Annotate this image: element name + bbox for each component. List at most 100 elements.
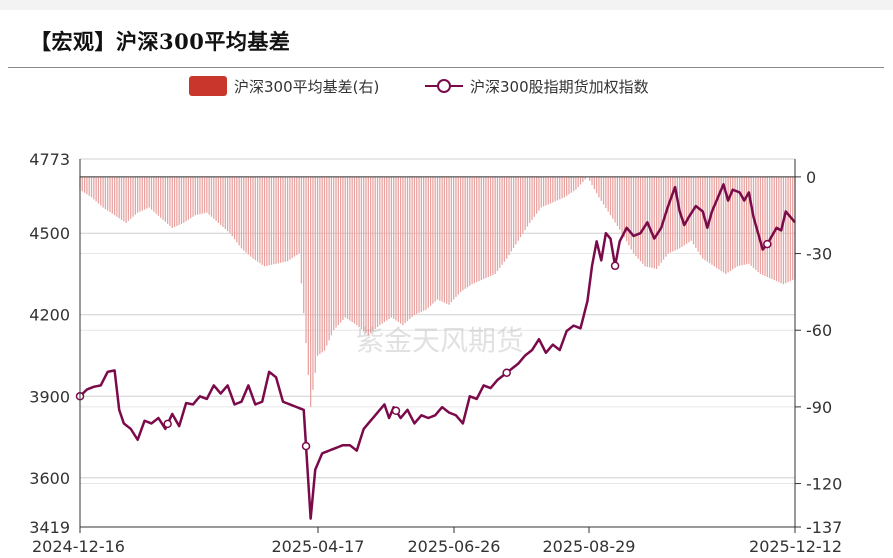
basis-bar-306 — [785, 176, 787, 284]
basis-bar-10 — [102, 176, 104, 208]
basis-bar-308 — [789, 176, 792, 282]
basis-bar-15 — [113, 176, 116, 216]
basis-bar-236 — [623, 176, 625, 238]
basis-bar-150 — [425, 176, 427, 310]
basis-bar-94 — [296, 176, 298, 256]
basis-bar-114 — [342, 176, 344, 320]
basis-bar-130 — [379, 176, 381, 326]
basis-bar-12 — [107, 176, 109, 211]
basis-bar-43 — [178, 176, 180, 225]
basis-bar-211 — [566, 176, 568, 196]
basis-bar-290 — [748, 176, 750, 264]
basis-bar-172 — [476, 176, 478, 283]
basis-bar-38 — [167, 176, 169, 224]
basis-bar-30 — [148, 176, 150, 208]
basis-bar-275 — [713, 176, 715, 267]
basis-bar-165 — [459, 176, 462, 292]
x-tick-label-2: 2025-06-26 — [408, 537, 501, 556]
basis-bar-31 — [150, 176, 153, 210]
basis-bar-53 — [201, 176, 203, 214]
basis-bar-257 — [672, 176, 674, 252]
basis-bar-147 — [418, 176, 420, 313]
basis-bar-225 — [598, 176, 600, 198]
basis-bar-45 — [183, 176, 185, 223]
basis-bar-69 — [238, 176, 240, 246]
basis-bar-251 — [658, 176, 660, 266]
basis-bar-107 — [326, 176, 328, 346]
basis-bar-283 — [732, 176, 734, 270]
basis-bar-155 — [436, 176, 439, 300]
basis-bar-63 — [224, 176, 226, 230]
basis-bar-184 — [503, 176, 506, 262]
basis-bar-298 — [766, 176, 768, 278]
basis-bar-287 — [741, 176, 743, 266]
basis-bar-245 — [644, 176, 646, 267]
basis-bar-305 — [782, 176, 785, 285]
basis-bar-135 — [390, 176, 393, 318]
basis-bar-90 — [286, 176, 289, 262]
left-tick-label-3: 4200 — [29, 306, 70, 325]
axes: 3419 3600 3900 4200 4500 4773 0 -30 -60 -90 -120 -1… — [29, 150, 842, 556]
basis-bar-57 — [210, 176, 213, 217]
basis-bar-35 — [160, 176, 162, 218]
basis-bar-307 — [787, 176, 789, 283]
basis-bar-152 — [429, 176, 432, 306]
left-tick-label-1: 3600 — [29, 469, 70, 488]
basis-bar-116 — [346, 176, 349, 319]
basis-bar-81 — [266, 176, 268, 266]
basis-bar-103 — [316, 176, 319, 356]
basis-bar-105 — [321, 176, 323, 353]
basis-bar-140 — [402, 176, 404, 326]
basis-bar-235 — [621, 176, 623, 234]
basis-bar-249 — [653, 176, 655, 269]
right-tick-label-4: -120 — [806, 475, 842, 494]
basis-bar-97 — [303, 176, 305, 314]
basis-bar-76 — [254, 176, 256, 261]
basis-bar-83 — [270, 176, 273, 265]
basis-bar-127 — [372, 176, 374, 332]
basis-bar-180 — [494, 176, 496, 274]
basis-bar-295 — [759, 176, 762, 274]
basis-bar-222 — [591, 176, 593, 186]
basis-bar-98 — [305, 176, 307, 343]
basis-bar-160 — [448, 176, 450, 305]
index-marker-98 — [301, 441, 311, 451]
basis-bar-62 — [222, 176, 224, 227]
basis-bar-61 — [220, 176, 222, 225]
basis-bar-77 — [256, 176, 259, 262]
basis-bar-285 — [736, 176, 738, 267]
basis-bar-208 — [559, 176, 561, 200]
basis-bar-126 — [369, 176, 372, 334]
basis-bar-137 — [395, 176, 397, 321]
basis-bar-93 — [293, 176, 296, 257]
basis-bar-1 — [81, 176, 83, 192]
basis-bar-202 — [545, 176, 547, 206]
basis-bar-121 — [358, 176, 360, 328]
basis-bar-192 — [522, 176, 524, 234]
basis-bar-237 — [625, 176, 628, 242]
basis-bar-29 — [146, 176, 148, 209]
basis-bar-75 — [252, 176, 254, 259]
basis-bar-234 — [619, 176, 621, 230]
basis-bar-110 — [333, 176, 335, 331]
basis-bar-27 — [141, 176, 143, 211]
basis-bar-296 — [762, 176, 764, 276]
basis-bar-11 — [104, 176, 107, 210]
basis-bar-64 — [226, 176, 229, 232]
basis-bar-242 — [637, 176, 639, 259]
basis-bar-207 — [556, 176, 559, 201]
basis-bar-65 — [229, 176, 231, 234]
basis-bar-214 — [572, 176, 575, 192]
basis-bar-145 — [413, 176, 416, 315]
basis-bar-73 — [247, 176, 250, 255]
basis-bar-41 — [173, 176, 176, 227]
basis-bar-241 — [635, 176, 637, 257]
basis-bar-175 — [482, 176, 485, 280]
basis-bar-39 — [169, 176, 171, 226]
basis-bar-193 — [524, 176, 526, 231]
basis-bar-4 — [88, 176, 90, 196]
basis-bar-36 — [162, 176, 164, 220]
basis-bar-265 — [690, 176, 692, 241]
basis-bar-122 — [360, 176, 363, 330]
basis-bar-243 — [639, 176, 642, 262]
